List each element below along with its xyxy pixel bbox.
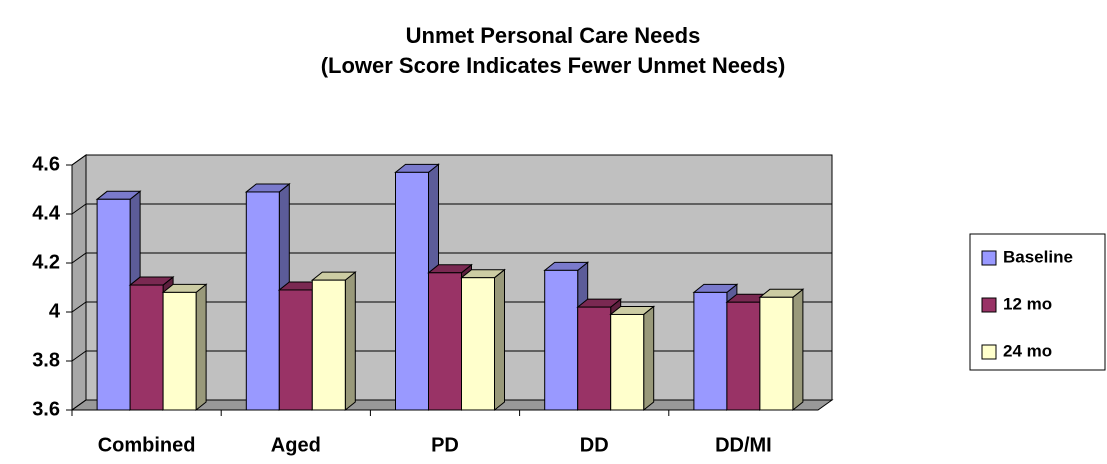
bar xyxy=(726,301,761,411)
y-tick-label: 4.2 xyxy=(32,251,60,273)
bar xyxy=(162,291,197,411)
grid-line xyxy=(71,252,87,264)
bar-side xyxy=(643,305,655,412)
y-tick-label: 4.6 xyxy=(32,153,60,175)
y-tick-label: 3.6 xyxy=(32,398,60,420)
bar xyxy=(461,277,495,411)
grid-line xyxy=(71,350,87,362)
legend-swatch xyxy=(981,250,997,266)
bar xyxy=(395,171,429,411)
bar-side xyxy=(195,283,207,412)
legend-swatch xyxy=(981,344,997,360)
bar-side xyxy=(344,271,356,412)
bar-side xyxy=(792,288,804,412)
grid-line xyxy=(71,399,87,411)
legend-label: 12 mo xyxy=(1003,294,1052,313)
bar xyxy=(311,279,346,411)
legend-label: Baseline xyxy=(1003,247,1073,266)
grid-line xyxy=(71,301,87,313)
x-tick-label: DD xyxy=(580,434,609,456)
legend-label: 24 mo xyxy=(1003,341,1052,360)
bar xyxy=(693,291,728,411)
legend-swatch xyxy=(981,297,997,313)
bar xyxy=(577,306,612,411)
bar xyxy=(129,284,164,411)
grid-line xyxy=(71,203,87,215)
x-tick-label: PD xyxy=(431,434,459,456)
bar-side xyxy=(494,268,505,412)
chart-title: Unmet Personal Care Needs xyxy=(406,23,701,48)
y-tick-label: 4.4 xyxy=(32,202,61,224)
side-wall xyxy=(71,154,87,411)
bar xyxy=(278,289,313,411)
chart-subtitle: (Lower Score Indicates Fewer Unmet Needs… xyxy=(321,53,786,78)
bar xyxy=(428,272,462,411)
x-tick-label: Aged xyxy=(271,434,321,456)
bar xyxy=(96,198,131,411)
x-tick-label: Combined xyxy=(98,434,196,456)
bar xyxy=(245,191,280,411)
y-tick-label: 3.8 xyxy=(32,349,60,371)
bar xyxy=(544,269,579,411)
bar xyxy=(759,296,794,411)
grid-line xyxy=(71,154,87,166)
y-tick-label: 4 xyxy=(49,300,61,322)
x-tick-label: DD/MI xyxy=(715,434,772,456)
bar xyxy=(610,313,645,411)
